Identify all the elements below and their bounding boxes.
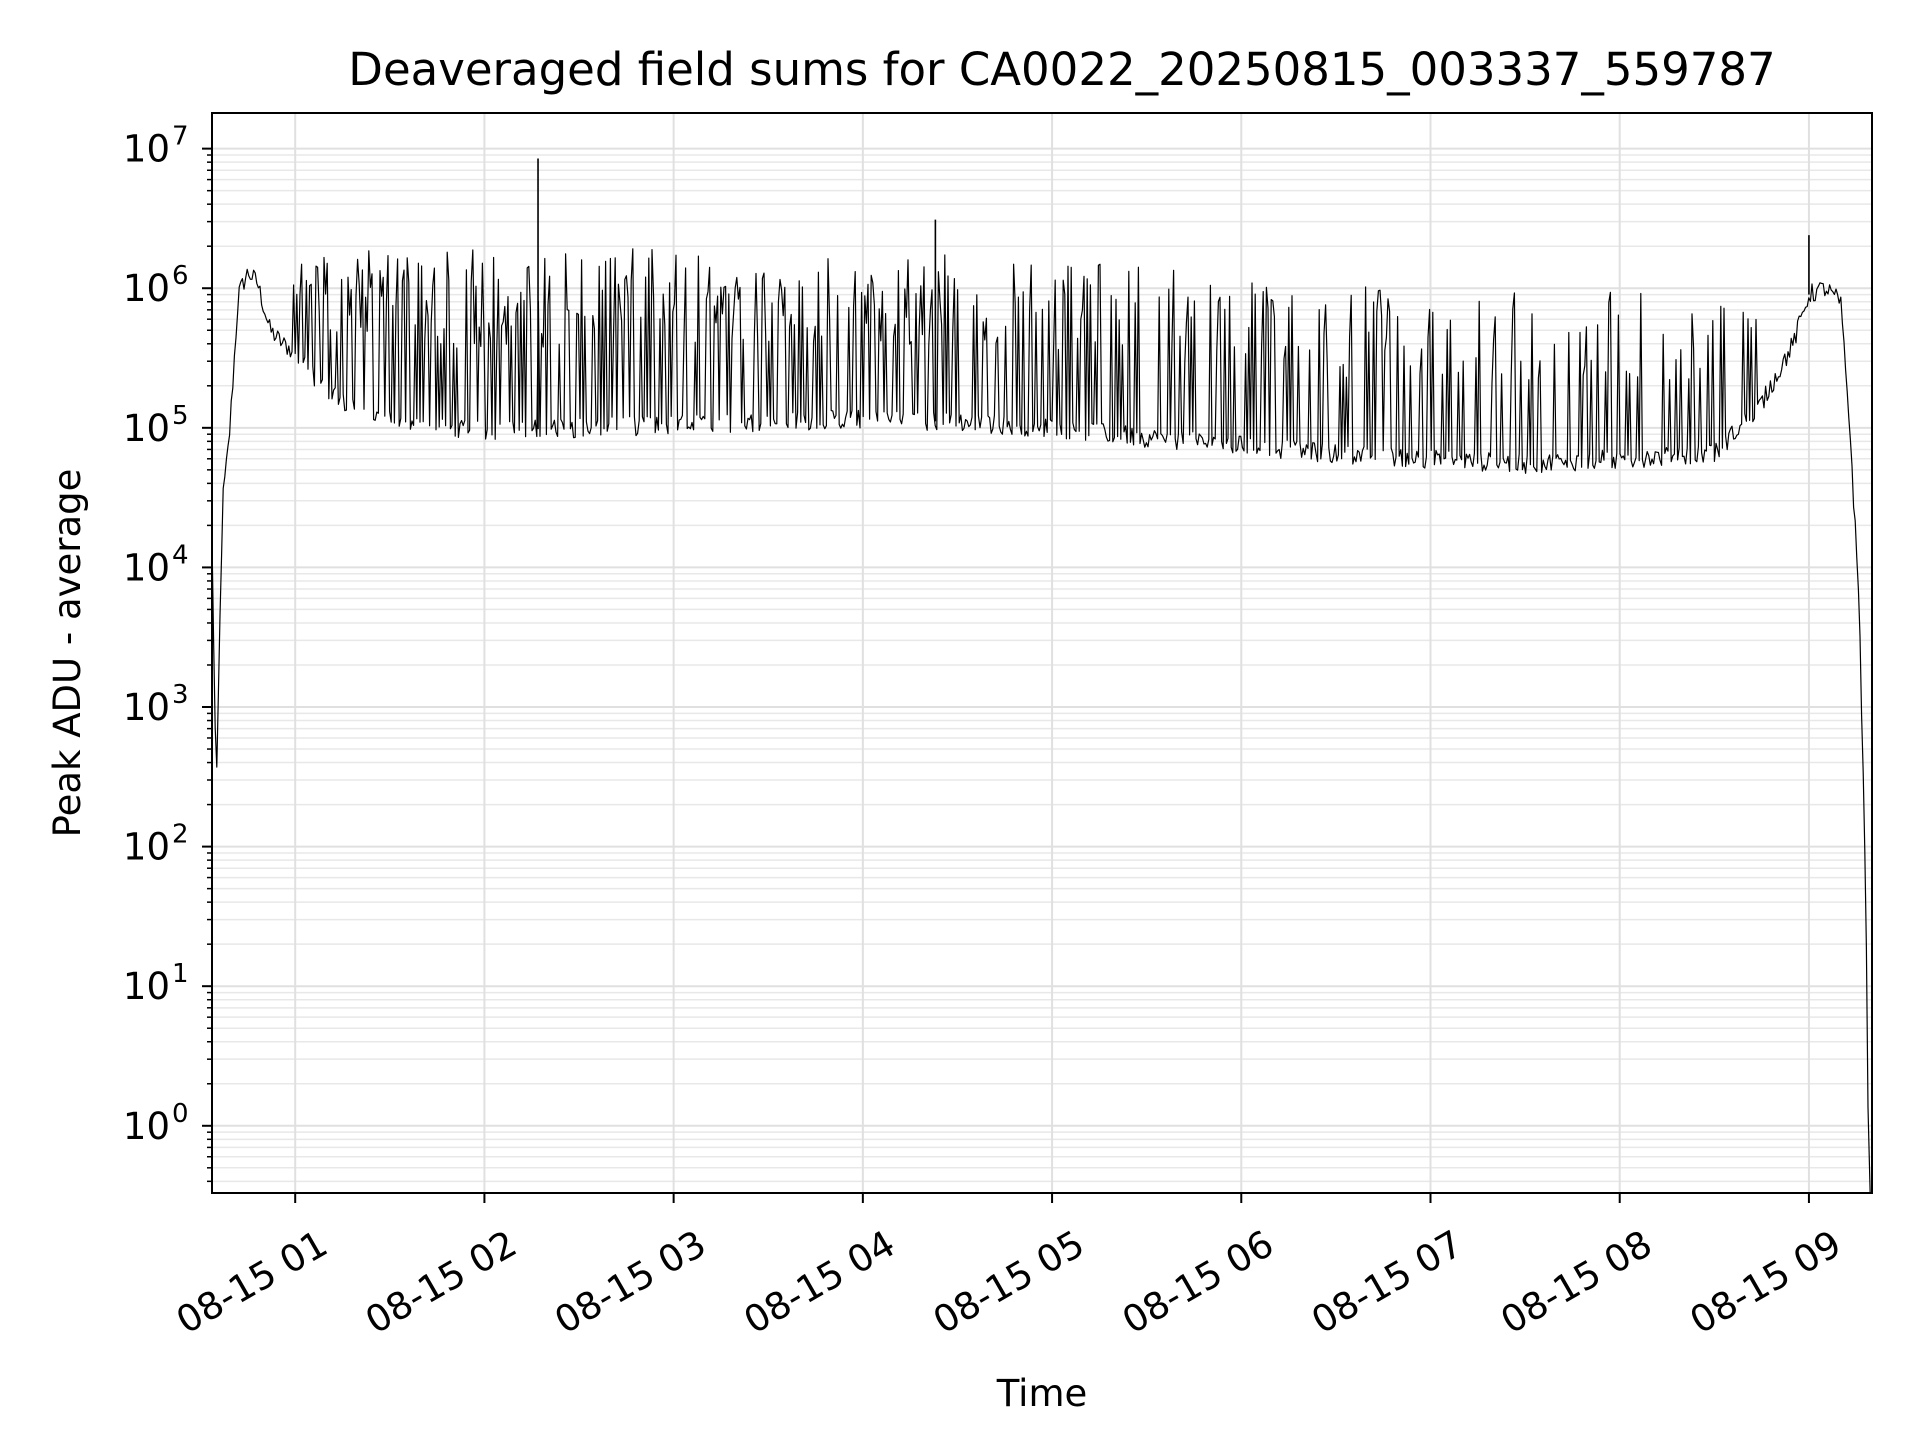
y-tick-label: 10 (123, 267, 170, 310)
y-tick-exponent: 7 (172, 122, 189, 152)
y-tick-label: 10 (123, 826, 170, 869)
y-tick-exponent: 1 (172, 959, 189, 989)
y-tick-exponent: 3 (172, 680, 189, 710)
x-axis-label: Time (996, 1372, 1088, 1415)
grid (212, 113, 1872, 1193)
plot-area (212, 158, 1871, 1193)
y-tick-label: 10 (123, 1105, 170, 1148)
y-tick-label: 10 (123, 686, 170, 729)
y-tick-label: 10 (123, 965, 170, 1008)
y-tick-exponent: 0 (172, 1099, 189, 1129)
y-axis-label: Peak ADU - average (46, 469, 89, 838)
y-tick-label: 10 (123, 128, 170, 171)
y-tick-exponent: 6 (172, 261, 189, 291)
y-tick-exponent: 4 (172, 540, 189, 570)
y-tick-label: 10 (123, 546, 170, 589)
y-tick-exponent: 5 (172, 401, 189, 431)
series-line (212, 248, 1871, 1193)
axes-frame (211, 112, 1873, 1194)
y-tick-label: 10 (123, 407, 170, 450)
y-tick-exponent: 2 (172, 820, 189, 850)
chart-title: Deaveraged field sums for CA0022_2025081… (348, 43, 1775, 96)
